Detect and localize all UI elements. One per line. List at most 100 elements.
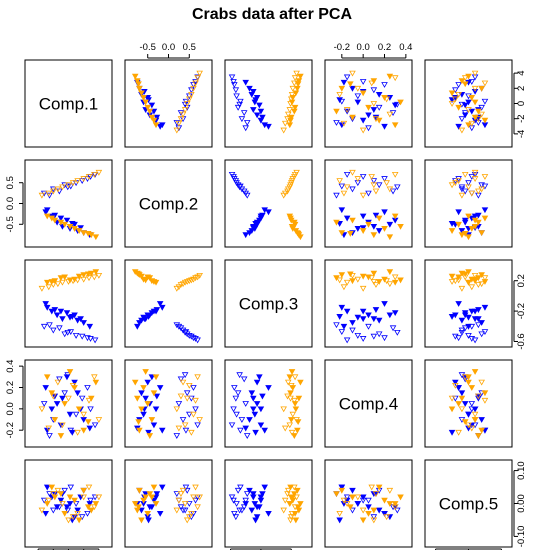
- point-BM-10-panel-2-5: [481, 207, 489, 214]
- point-OF-12-panel-1-5: [471, 70, 479, 77]
- point-OM-6-panel-3-4: [391, 279, 399, 286]
- point-OM-6-panel-4-1: [43, 374, 51, 381]
- point-OF-10-panel-4-2: [192, 397, 199, 404]
- point-BM-4-panel-2-4: [354, 226, 362, 232]
- point-BF-11-panel-4-2: [192, 406, 199, 413]
- point-OM-2-panel-1-5: [455, 104, 462, 111]
- point-BM-10-panel-3-1: [43, 304, 51, 311]
- point-OM-11-panel-3-1: [48, 279, 56, 285]
- point-OM-9-panel-2-4: [397, 223, 404, 230]
- point-OF-6-panel-2-5: [461, 171, 469, 178]
- point-OF-5-panel-5-3: [289, 494, 297, 501]
- point-OM-8-panel-3-1: [75, 273, 83, 280]
- point-OF-8-panel-3-5: [455, 277, 462, 284]
- point-OF-2-panel-4-1: [50, 393, 57, 400]
- point-OF-2-panel-2-4: [372, 188, 380, 195]
- point-BM-10-panel-4-3: [261, 427, 268, 434]
- point-BM-2-panel-4-3: [253, 401, 261, 407]
- point-BF-2-panel-2-4: [349, 186, 356, 193]
- point-OF-6-panel-5-4: [391, 504, 399, 511]
- point-BM-12-panel-3-5: [461, 310, 469, 317]
- point-OF-6-panel-4-5: [461, 374, 469, 381]
- point-BF-4-panel-3-1: [72, 333, 80, 339]
- tick-label-y-4-2: 0.0: [5, 402, 16, 415]
- point-OM-4-panel-5-1: [80, 487, 87, 494]
- point-OF-11-panel-5-3: [287, 517, 294, 524]
- point-BF-8-panel-1-4: [338, 98, 346, 105]
- point-BM-6-panel-4-3: [246, 417, 253, 423]
- point-OF-5-panel-3-1: [80, 276, 87, 283]
- point-OM-3-panel-2-5: [468, 226, 476, 232]
- point-BM-10-panel-2-4: [338, 207, 346, 214]
- point-BF-12-panel-2-4: [394, 184, 401, 191]
- point-OM-7-panel-5-3: [291, 491, 298, 498]
- point-OM-1-panel-5-2: [148, 494, 156, 501]
- point-OM-3-panel-4-5: [468, 385, 476, 391]
- tick-label-x-2-2: 0.0: [162, 42, 175, 53]
- point-BM-7-panel-3-1: [42, 301, 49, 307]
- point-OF-1-panel-1-5: [458, 127, 466, 134]
- point-OM-10-panel-2-1: [84, 231, 92, 237]
- point-OM-3-panel-1-5: [468, 95, 476, 101]
- point-OF-9-panel-3-1: [45, 284, 53, 291]
- point-BF-5-panel-1-4: [381, 82, 388, 88]
- point-OM-12-panel-1-4: [386, 73, 394, 80]
- point-OF-8-panel-1-2: [188, 91, 195, 98]
- point-BF-7-panel-3-2: [177, 325, 185, 332]
- point-OM-9-panel-4-5: [471, 369, 479, 375]
- point-BM-1-panel-4-2: [152, 406, 160, 413]
- point-BF-5-panel-4-2: [190, 385, 197, 391]
- point-OM-10-panel-1-4: [347, 81, 354, 88]
- point-BF-2-panel-5-4: [349, 507, 356, 514]
- point-BM-3-panel-3-1: [59, 316, 66, 323]
- point-OF-11-panel-2-3: [287, 182, 294, 189]
- point-OF-12-panel-3-4: [349, 272, 356, 279]
- point-OM-2-panel-5-2: [144, 510, 151, 517]
- point-OM-7-panel-5-2: [146, 491, 154, 498]
- point-OF-3-panel-4-3: [286, 422, 294, 429]
- point-BM-5-panel-1-4: [375, 91, 383, 98]
- point-BM-13-panel-1-4: [340, 79, 348, 86]
- point-BM-12-panel-2-5: [461, 217, 469, 224]
- point-OM-2-panel-3-5: [455, 274, 462, 281]
- point-BF-12-panel-3-2: [181, 329, 189, 336]
- point-OF-9-panel-3-2: [175, 284, 183, 291]
- point-BF-6-panel-3-4: [343, 337, 351, 344]
- point-OF-1-panel-5-4: [359, 507, 367, 514]
- point-OM-6-panel-1-2: [152, 122, 160, 129]
- point-OM-11-panel-1-4: [375, 117, 383, 124]
- point-BF-4-panel-4-2: [186, 411, 193, 418]
- point-OF-3-panel-3-4: [343, 279, 351, 286]
- point-OM-5-panel-1-3: [295, 78, 303, 85]
- point-OM-4-panel-2-1: [80, 230, 87, 237]
- point-OM-6-panel-2-5: [465, 213, 472, 220]
- point-BF-9-panel-5-3: [232, 514, 240, 521]
- panel-frame-1-3: [224, 59, 313, 148]
- point-BM-15-panel-3-5: [448, 314, 456, 320]
- point-OF-1-panel-4-5: [458, 406, 466, 413]
- tick-label-x-4-2: 0.0: [357, 42, 370, 53]
- point-BM-3-panel-4-3: [250, 395, 257, 402]
- point-BM-12-panel-4-3: [256, 374, 263, 381]
- point-OM-12-panel-4-2: [131, 379, 139, 386]
- point-OF-11-panel-2-1: [65, 182, 72, 189]
- point-BF-3-panel-5-1: [61, 487, 68, 494]
- point-OM-1-panel-1-4: [349, 114, 356, 121]
- point-OM-10-panel-5-2: [135, 504, 142, 511]
- point-OF-11-panel-1-3: [287, 101, 294, 107]
- point-OF-10-panel-1-5: [481, 80, 489, 87]
- point-BF-11-panel-2-3: [230, 174, 237, 180]
- point-BF-11-panel-3-4: [359, 336, 367, 342]
- point-BF-11-panel-5-1: [87, 497, 94, 504]
- point-BM-4-panel-3-5: [465, 314, 472, 321]
- point-OM-6-panel-4-3: [286, 374, 294, 381]
- point-OF-8-panel-4-1: [74, 429, 81, 436]
- point-BF-7-panel-4-2: [177, 376, 185, 383]
- panel-frame-2-4: [324, 159, 413, 248]
- point-BF-6-panel-5-1: [91, 494, 99, 501]
- diagonal-label: Comp.2: [139, 195, 199, 214]
- point-OM-12-panel-4-3: [297, 379, 304, 386]
- point-OF-10-panel-3-2: [192, 275, 199, 282]
- point-OF-9-panel-3-5: [468, 284, 476, 291]
- point-OF-6-panel-3-1: [91, 274, 98, 281]
